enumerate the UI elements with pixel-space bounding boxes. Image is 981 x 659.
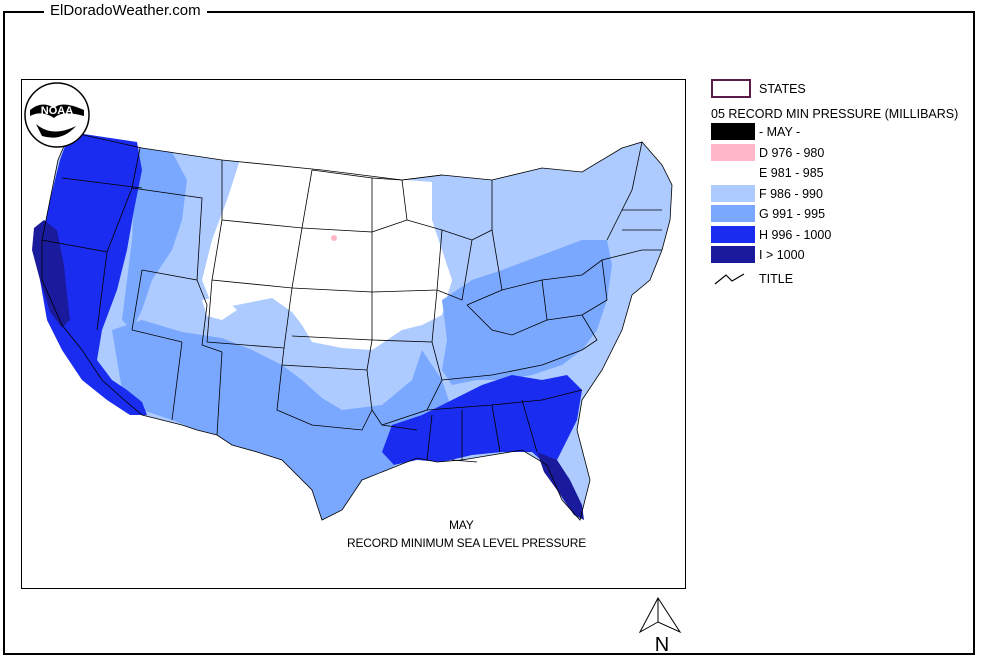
legend-swatch — [711, 123, 755, 140]
states-outline-swatch — [711, 79, 751, 98]
legend-swatch — [711, 225, 755, 243]
legend-item-label: - MAY - — [759, 125, 801, 139]
region-g-991-995-southwest — [112, 320, 452, 520]
region-h-996-1000-pacific-nw — [40, 132, 147, 415]
state-boundaries — [41, 131, 673, 521]
legend-item-label: I > 1000 — [759, 248, 805, 262]
legend-item-label: D 976 - 980 — [759, 145, 825, 160]
region-d-976-980 — [331, 235, 337, 241]
page-frame — [3, 11, 975, 655]
noaa-logo-text: NOAA — [41, 105, 73, 117]
north-arrow-icon: N — [638, 597, 682, 656]
legend-item-label: E 981 - 985 — [759, 166, 824, 180]
map-caption-description: RECORD MINIMUM SEA LEVEL PRESSURE — [347, 536, 587, 550]
legend-item-label: F 986 - 990 — [759, 186, 823, 201]
legend-swatch — [711, 143, 755, 161]
legend-title-label: TITLE — [759, 272, 794, 286]
legend-swatch — [711, 164, 755, 181]
north-arrow-label: N — [655, 634, 669, 656]
map-caption-month: MAY — [449, 518, 474, 532]
map-panel: NOAA MAY RECORD MINIMUM SEA LEVEL PRESSU… — [21, 79, 686, 589]
legend-swatch — [711, 205, 755, 222]
legend-item-label: H 996 - 1000 — [759, 227, 832, 242]
region-e-981-985 — [202, 160, 452, 350]
legend-swatch — [711, 184, 755, 202]
region-h-996-1000-southeast — [382, 375, 582, 470]
us-pressure-map — [32, 131, 673, 521]
region-e-981-985-west — [202, 296, 237, 320]
site-title[interactable]: ElDoradoWeather.com — [44, 2, 207, 20]
legend-swatch — [711, 246, 755, 263]
noaa-logo: NOAA — [24, 82, 90, 148]
legend-layer-title: 05 RECORD MIN PRESSURE (MILLIBARS) — [711, 107, 959, 121]
title-line-icon — [714, 273, 745, 285]
region-i-over-1000-california — [32, 220, 70, 328]
legend-states-label: STATES — [759, 82, 806, 96]
legend-item-label: G 991 - 995 — [759, 207, 826, 221]
